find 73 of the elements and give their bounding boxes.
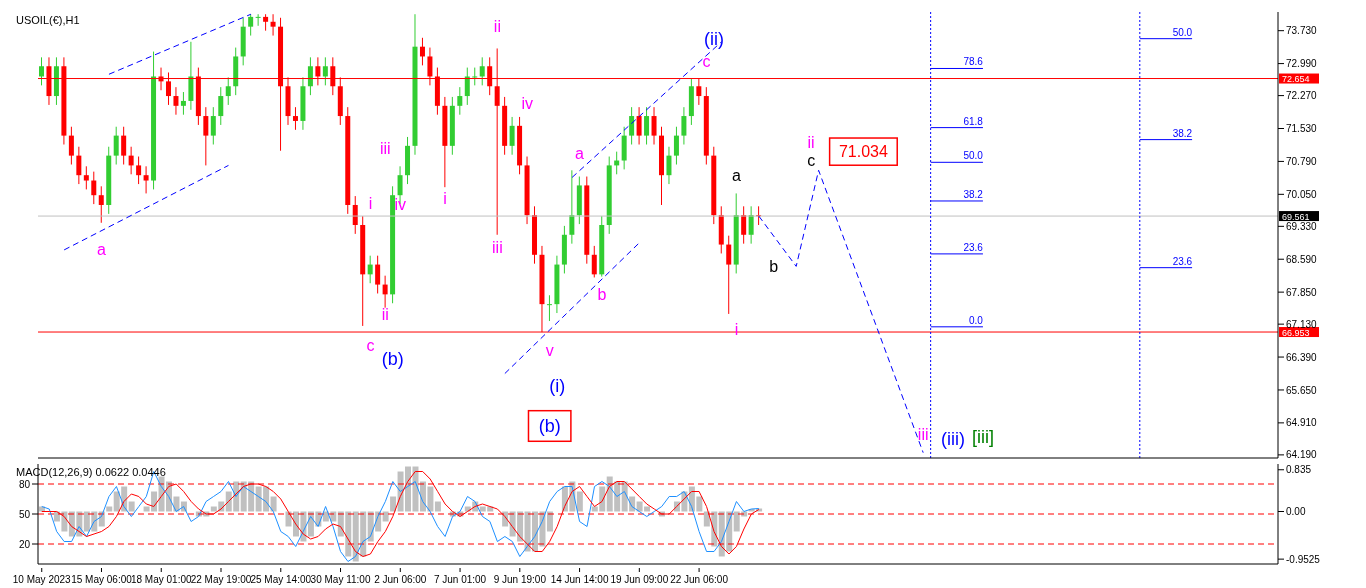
x-tick-label: 10 May 2023 <box>12 574 72 585</box>
annotation: 71.034 <box>838 143 888 161</box>
annotation: a <box>97 241 107 259</box>
annotation: (b) <box>538 415 561 436</box>
ref-line-label: 66.953 <box>1282 327 1310 338</box>
ref-line-label: 69.561 <box>1282 211 1310 222</box>
annotation: (b) <box>381 348 404 369</box>
chart-title: USOIL(€),H1 <box>16 14 80 26</box>
annotation: 78.6 <box>963 56 984 68</box>
annotation: i <box>443 189 447 207</box>
annotation: ii <box>493 18 501 36</box>
y2-tick-label: 50 <box>18 508 31 520</box>
x-tick-label: 15 May 06:00 <box>71 574 133 585</box>
x-tick-label: 18 May 01:00 <box>130 574 192 585</box>
annotation: 23.6 <box>1172 255 1193 267</box>
annotation: 61.8 <box>963 115 984 127</box>
annotation: 50.0 <box>963 150 984 162</box>
annotation: a <box>731 166 741 184</box>
y-tick-label: 64.910 <box>1286 417 1318 429</box>
y-tick-label: 72.270 <box>1286 90 1318 102</box>
annotation: c <box>702 52 711 70</box>
annotation: b <box>597 285 607 303</box>
x-tick-label: 22 May 19:00 <box>190 574 252 585</box>
annotation: (i) <box>549 375 566 396</box>
x-tick-label: 19 Jun 09:00 <box>610 574 669 585</box>
annotation: b <box>769 258 779 276</box>
annotation: iv <box>394 196 407 214</box>
annotation: 0.0 <box>969 314 984 326</box>
y-tick-label: 64.190 <box>1286 449 1318 461</box>
x-tick-label: 22 Jun 06:00 <box>670 574 729 585</box>
y-tick-label: 0.835 <box>1286 464 1312 476</box>
y-tick-label: 71.530 <box>1286 123 1318 135</box>
x-tick-label: 30 May 11:00 <box>310 574 371 585</box>
y-tick-label: 73.730 <box>1286 25 1318 37</box>
y-tick-label: 67.130 <box>1286 318 1318 330</box>
y2-tick-label: 20 <box>18 538 31 550</box>
x-tick-label: 14 Jun 14:00 <box>550 574 609 585</box>
annotation: i <box>734 320 739 338</box>
annotation: iii <box>917 426 929 444</box>
annotation: a <box>575 144 585 162</box>
annotation: iii <box>492 239 503 257</box>
annotation: [iii] <box>971 427 994 448</box>
annotation: c <box>807 152 816 170</box>
y-tick-label: 70.790 <box>1286 155 1318 167</box>
y2-tick-label: 80 <box>18 478 31 490</box>
y-tick-label: 68.590 <box>1286 253 1318 265</box>
annotation: iii <box>380 140 391 158</box>
y-tick-label: 66.390 <box>1286 351 1318 363</box>
annotation: i <box>368 194 373 212</box>
annotation: ii <box>807 134 815 152</box>
chart-title: MACD(12,26,9) 0.0622 0.0446 <box>16 466 166 478</box>
ref-line-label: 72.654 <box>1282 74 1310 85</box>
annotation: ii <box>381 305 389 323</box>
y-tick-label: -0.9525 <box>1286 553 1321 565</box>
annotation: c <box>366 337 375 355</box>
annotation: 50.0 <box>1172 26 1193 38</box>
x-tick-label: 9 Jun 19:00 <box>493 574 547 585</box>
y-tick-label: 65.650 <box>1286 384 1318 396</box>
annotation: (iii) <box>941 428 966 449</box>
y-tick-label: 0.00 <box>1286 506 1306 518</box>
x-tick-label: 7 Jun 01:00 <box>433 574 487 585</box>
y-tick-label: 67.850 <box>1286 286 1318 298</box>
x-tick-label: 2 Jun 06:00 <box>374 574 427 585</box>
annotation: (ii) <box>704 28 725 49</box>
annotation: iv <box>521 94 534 112</box>
y-tick-label: 69.330 <box>1286 220 1318 232</box>
annotation: 38.2 <box>963 188 984 200</box>
annotation: 23.6 <box>963 241 984 253</box>
x-tick-label: 25 May 14:00 <box>250 574 312 585</box>
y-tick-label: 70.050 <box>1286 188 1318 200</box>
annotation: 38.2 <box>1172 127 1193 139</box>
annotation: v <box>545 342 554 360</box>
y-tick-label: 72.990 <box>1286 58 1318 70</box>
